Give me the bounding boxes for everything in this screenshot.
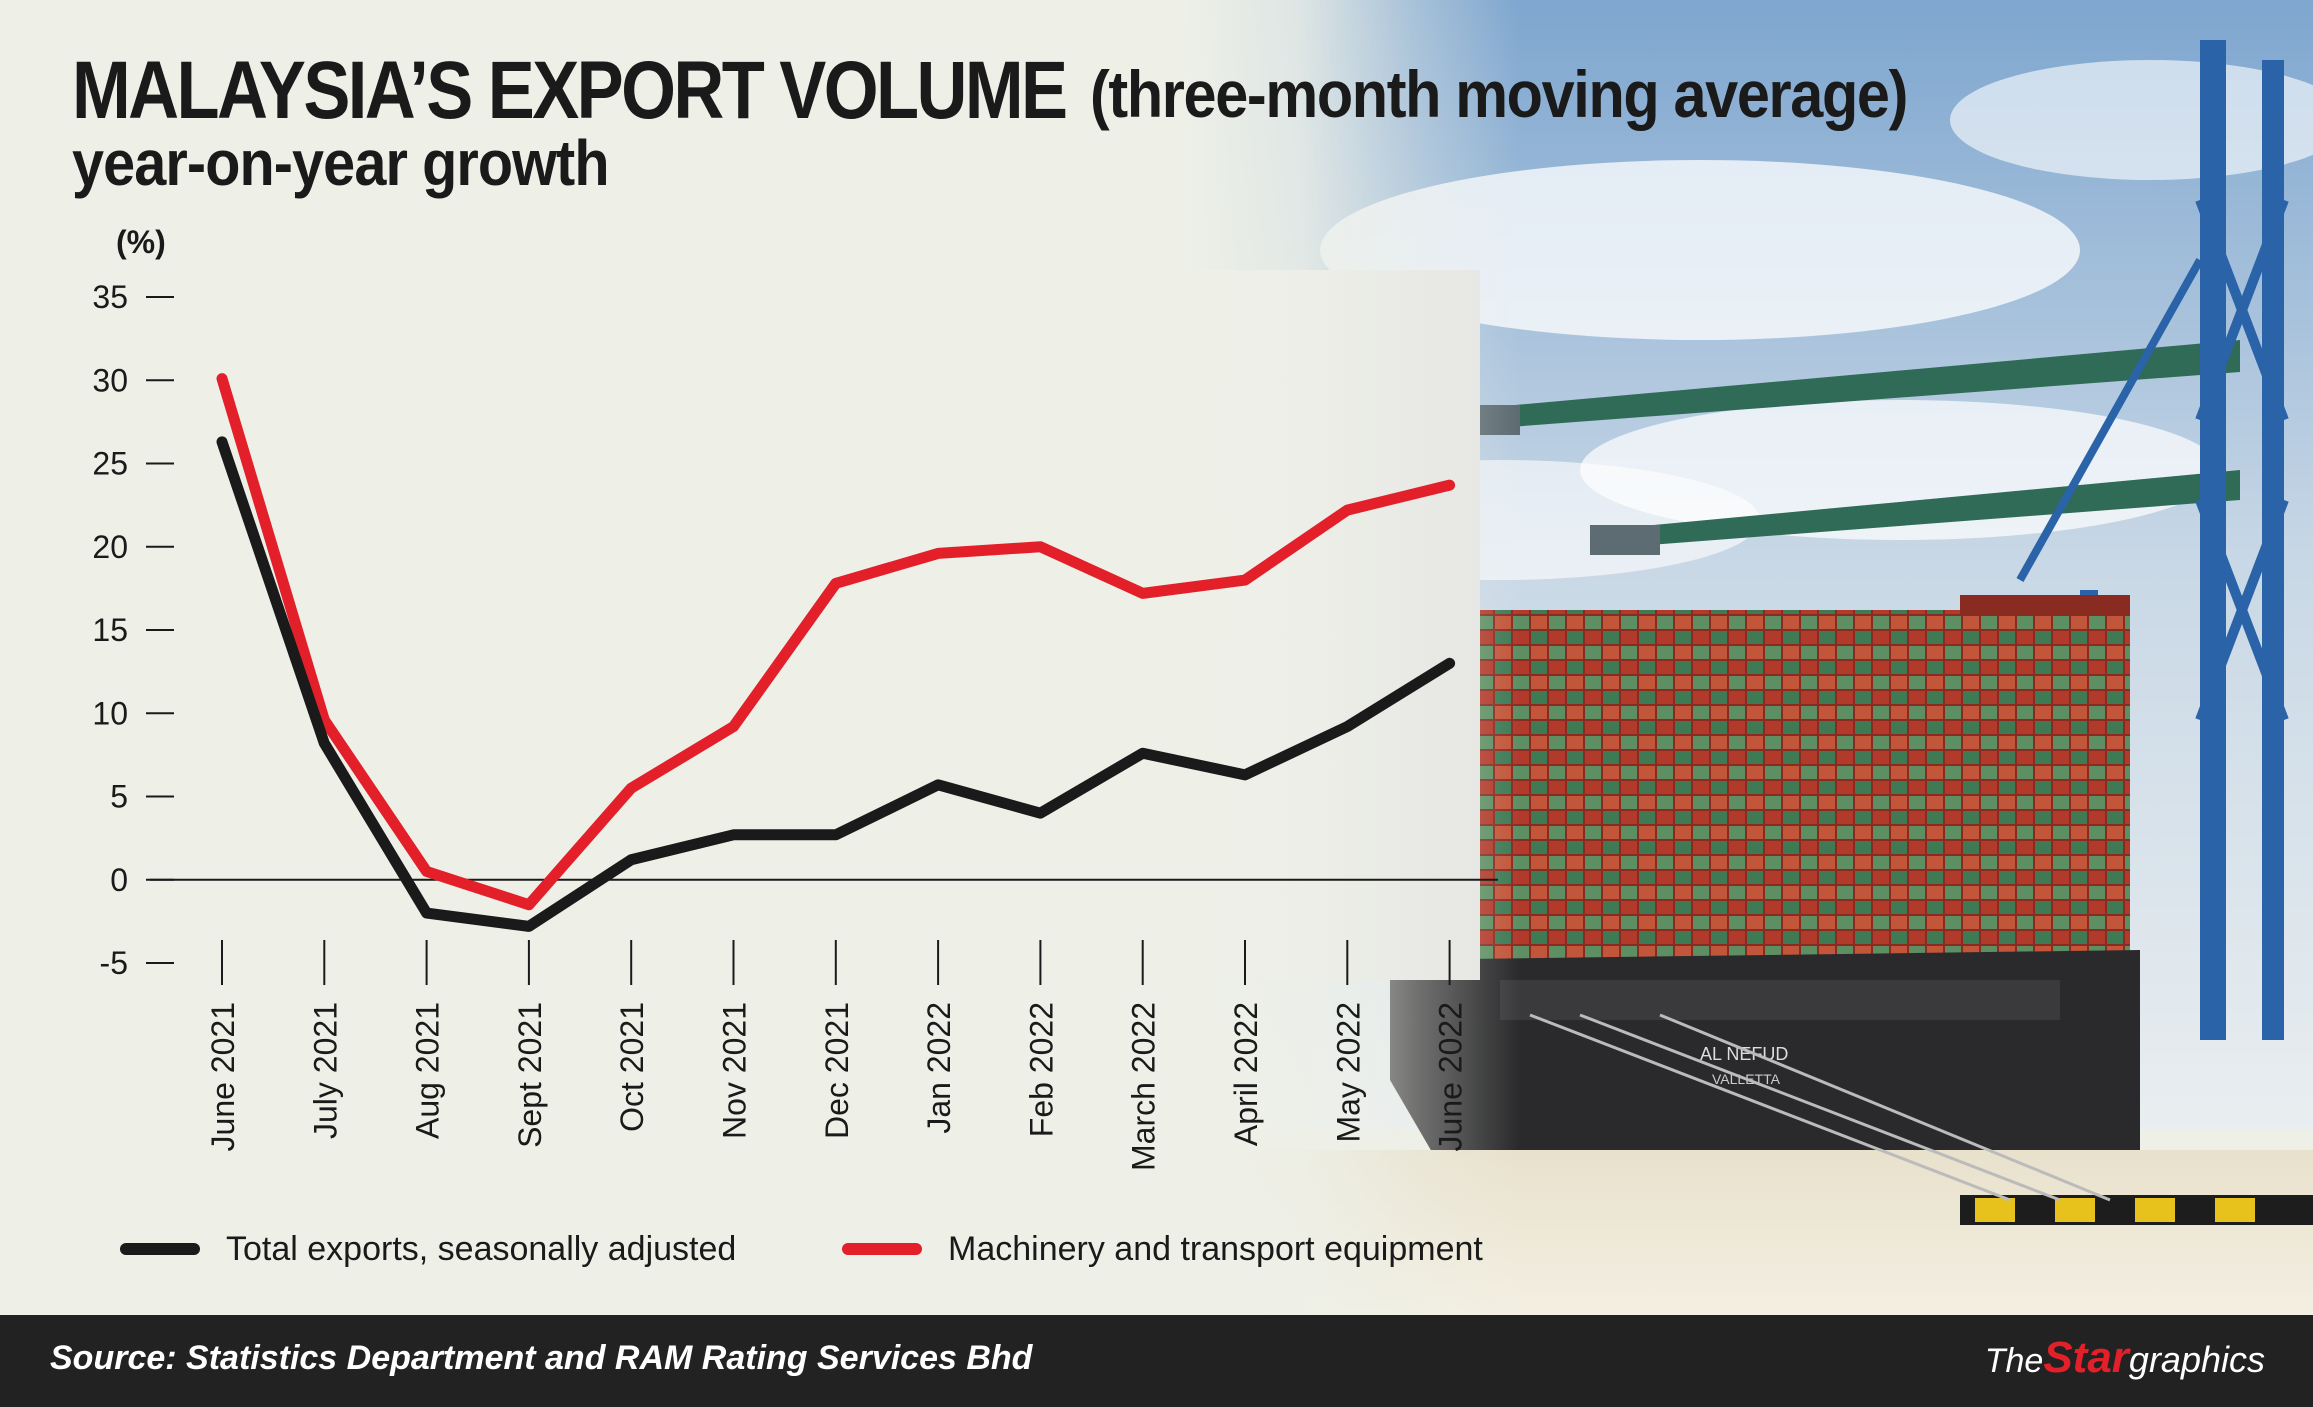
y-tick-label: 25	[92, 446, 128, 482]
line-chart: 35 30 25 20 15 10 5 0 -5 June 2021 July 2021 Aug 2…	[92, 279, 1498, 1171]
y-tick-label: 15	[92, 612, 128, 648]
chart-subtitle: year-on-year growth	[72, 127, 610, 199]
x-tick-label: March 2022	[1126, 1002, 1162, 1171]
logo-graphics-text: graphics	[2128, 1339, 2265, 1380]
y-axis-unit-label: (%)	[116, 224, 166, 260]
chart-title: MALAYSIA’S EXPORT VOLUME	[72, 45, 1068, 136]
x-tick-label: Nov 2021	[717, 1002, 753, 1139]
x-tick-label: Sept 2021	[512, 1002, 548, 1148]
legend-label-total-exports: Total exports, seasonally adjusted	[226, 1229, 737, 1268]
y-tick-label: 35	[92, 279, 128, 315]
chart-title-qualifier: (three-month moving average)	[1090, 57, 1908, 131]
series-group	[216, 373, 1456, 932]
logo-star-text: Star	[2043, 1333, 2129, 1382]
legend-swatch-total-exports	[120, 1243, 200, 1255]
y-tick-label: 20	[92, 529, 128, 565]
x-axis: June 2021 July 2021 Aug 2021 Sept 2021 Oct 2…	[205, 940, 1469, 1171]
legend-item-total-exports: Total exports, seasonally adjusted	[120, 1224, 736, 1274]
legend-item-machinery: Machinery and transport equipment	[842, 1224, 1483, 1274]
logo-the-text: The	[1984, 1342, 2044, 1380]
x-tick-label: June 2022	[1433, 1002, 1469, 1151]
x-tick-label: May 2022	[1330, 1002, 1366, 1143]
x-tick-label: July 2021	[307, 1002, 343, 1139]
x-tick-label: Oct 2021	[614, 1002, 650, 1132]
series-line-total-exports	[216, 436, 1456, 932]
x-tick-label: Feb 2022	[1023, 1002, 1059, 1137]
source-note: Source: Statistics Department and RAM Ra…	[50, 1339, 1033, 1377]
legend-label-machinery: Machinery and transport equipment	[948, 1229, 1483, 1268]
footer-bar: Source: Statistics Department and RAM Ra…	[0, 1315, 2313, 1407]
y-axis: 35 30 25 20 15 10 5 0 -5	[92, 279, 174, 981]
y-tick-label: 0	[110, 862, 128, 898]
y-tick-label: 5	[110, 779, 128, 815]
y-tick-label: 30	[92, 362, 128, 398]
x-tick-label: June 2021	[205, 1002, 241, 1151]
legend-swatch-machinery	[842, 1243, 922, 1255]
x-tick-label: Dec 2021	[819, 1002, 855, 1139]
y-tick-label: 10	[92, 695, 128, 731]
x-tick-label: Jan 2022	[921, 1002, 957, 1134]
y-tick-label: -5	[100, 945, 128, 981]
thestar-graphics-logo: TheStargraphics	[1985, 1333, 2265, 1383]
series-line-machinery	[216, 373, 1456, 911]
x-tick-label: April 2022	[1228, 1002, 1264, 1146]
x-tick-label: Aug 2021	[410, 1002, 446, 1139]
